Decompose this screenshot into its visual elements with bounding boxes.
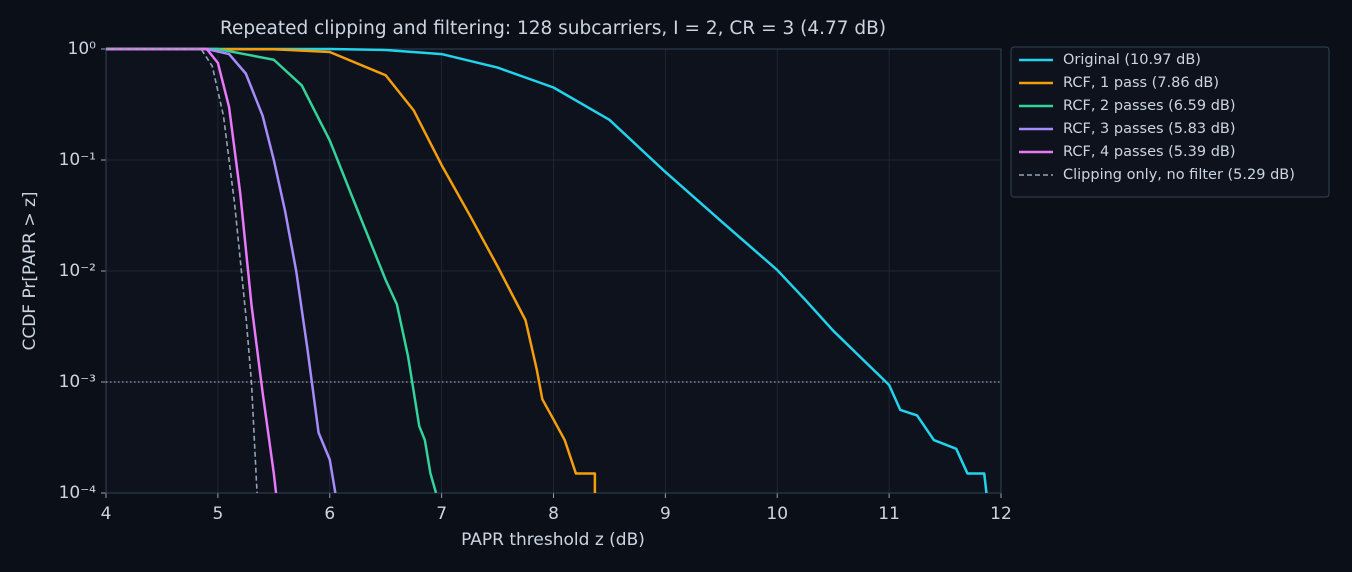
x-tick-label: 7 — [436, 504, 447, 524]
x-tick-label: 11 — [878, 504, 900, 524]
y-tick-label: 10⁻⁴ — [59, 483, 97, 503]
x-tick-label: 10 — [766, 504, 788, 524]
legend-label: Clipping only, no filter (5.29 dB) — [1063, 167, 1295, 183]
x-tick-label: 8 — [548, 504, 559, 524]
legend-label: RCF, 2 passes (6.59 dB) — [1063, 98, 1236, 114]
y-tick-label: 10⁻¹ — [59, 150, 96, 170]
legend-box — [1010, 46, 1330, 198]
x-tick-label: 9 — [660, 504, 671, 524]
legend-label: RCF, 1 pass (7.86 dB) — [1063, 75, 1219, 91]
legend-label: RCF, 3 passes (5.83 dB) — [1063, 121, 1236, 137]
series-line — [106, 47, 597, 493]
x-tick-label: 4 — [101, 504, 112, 524]
series-line — [106, 48, 258, 493]
series-line — [106, 47, 278, 493]
series-line — [106, 47, 988, 493]
y-tick-label: 10⁻² — [59, 261, 96, 281]
y-tick-label: 10⁰ — [68, 39, 97, 59]
legend-label: RCF, 4 passes (5.39 dB) — [1063, 144, 1236, 160]
y-axis-label: CCDF Pr[PAPR > z] — [20, 191, 40, 350]
series-line — [106, 47, 337, 493]
y-tick-label: 10⁻³ — [59, 372, 96, 392]
x-tick-label: 5 — [212, 504, 223, 524]
legend-label: Original (10.97 dB) — [1063, 52, 1201, 68]
x-axis-label: PAPR threshold z (dB) — [461, 530, 645, 550]
chart-title: Repeated clipping and filtering: 128 sub… — [220, 18, 886, 39]
legend: Original (10.97 dB) RCF, 1 pass (7.86 dB)… — [1010, 46, 1330, 198]
x-tick-label: 12 — [990, 504, 1012, 524]
plot-frame — [105, 48, 1002, 494]
series-line — [106, 47, 438, 493]
x-tick-label: 6 — [324, 504, 335, 524]
